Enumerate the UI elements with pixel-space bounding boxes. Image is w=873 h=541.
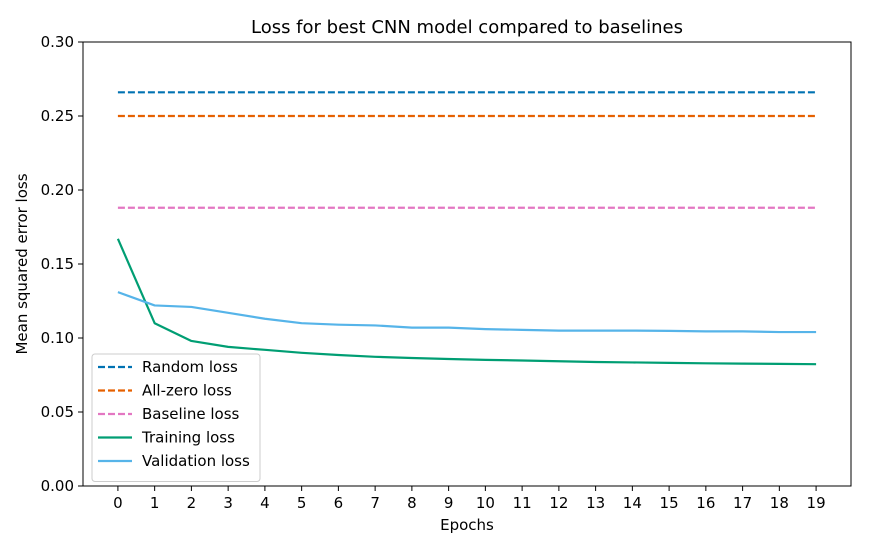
legend-label-baseline-loss: Baseline loss <box>142 405 240 423</box>
x-axis-label: Epochs <box>440 516 494 534</box>
y-tick-label: 0.30 <box>41 33 74 51</box>
x-tick-label: 1 <box>150 494 160 512</box>
legend-label-random-loss: Random loss <box>142 358 238 376</box>
y-tick-label: 0.10 <box>41 329 74 347</box>
y-axis-label: Mean squared error loss <box>13 173 31 354</box>
x-tick-label: 12 <box>549 494 568 512</box>
y-tick-label: 0.20 <box>41 181 74 199</box>
x-tick-label: 5 <box>297 494 307 512</box>
series-line-validation-loss <box>117 291 817 334</box>
x-tick-label: 0 <box>113 494 123 512</box>
x-tick-label: 3 <box>223 494 233 512</box>
y-tick-label: 0.00 <box>41 477 74 495</box>
legend-box <box>91 353 261 482</box>
x-tick-label: 18 <box>770 494 789 512</box>
x-tick-label: 10 <box>476 494 495 512</box>
y-tick-label: 0.15 <box>41 255 74 273</box>
legend-label-all-zero-loss: All-zero loss <box>142 382 232 400</box>
series-layer <box>116 91 817 366</box>
legend: Random loss All-zero loss Baseline loss Tra… <box>91 353 261 482</box>
legend-label-training-loss: Training loss <box>141 429 235 447</box>
legend-label-validation-loss: Validation loss <box>142 452 250 470</box>
axes-layer: 0.000.050.100.150.200.250.300 1 2 3 4 5 6 7 8 9 10… <box>41 33 852 512</box>
x-tick-label: 2 <box>187 494 197 512</box>
x-tick-label: 16 <box>696 494 715 512</box>
x-tick-label: 17 <box>733 494 752 512</box>
y-tick-label: 0.05 <box>41 403 74 421</box>
chart-title: Loss for best CNN model compared to base… <box>251 17 683 38</box>
series-line-training-loss <box>116 238 817 366</box>
x-tick-label: 7 <box>370 494 380 512</box>
x-tick-label: 11 <box>513 494 532 512</box>
x-tick-label: 6 <box>334 494 344 512</box>
x-tick-label: 9 <box>444 494 454 512</box>
x-tick-label: 15 <box>660 494 679 512</box>
x-tick-label: 14 <box>623 494 642 512</box>
x-tick-label: 13 <box>586 494 605 512</box>
y-tick-label: 0.25 <box>41 107 74 125</box>
x-tick-label: 19 <box>807 494 826 512</box>
x-tick-label: 4 <box>260 494 270 512</box>
x-tick-label: 8 <box>407 494 417 512</box>
